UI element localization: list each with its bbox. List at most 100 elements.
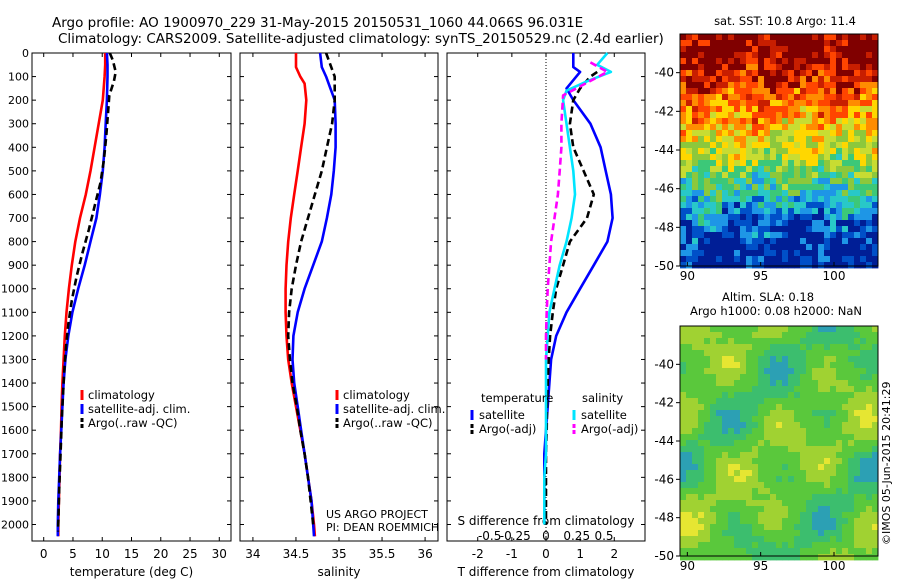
map-cell — [854, 434, 861, 441]
map-cell — [806, 232, 813, 239]
map-cell — [818, 226, 825, 233]
map-cell — [782, 172, 789, 179]
map-cell — [704, 100, 711, 107]
map-cell — [824, 398, 831, 405]
map-cell — [872, 136, 879, 143]
map-cell — [824, 446, 831, 453]
map-cell — [848, 344, 855, 351]
map-cell — [848, 440, 855, 447]
map-cell — [794, 470, 801, 477]
map-cell — [836, 362, 843, 369]
map-cell — [830, 452, 837, 459]
map-cell — [824, 52, 831, 59]
map-cell — [782, 386, 789, 393]
x-axis-label: temperature (deg C) — [70, 565, 193, 579]
map-cell — [686, 512, 693, 519]
map-cell — [752, 52, 759, 59]
map-cell — [854, 452, 861, 459]
map-cell — [752, 554, 759, 561]
map-cell — [782, 494, 789, 501]
map-cell — [794, 148, 801, 155]
map-cell — [818, 202, 825, 209]
map-cell — [860, 470, 867, 477]
map-cell — [698, 226, 705, 233]
map-cell — [734, 524, 741, 531]
map-cell — [710, 172, 717, 179]
map-cell — [866, 368, 873, 375]
map-cell — [764, 338, 771, 345]
map-cell — [794, 422, 801, 429]
map-cell — [872, 88, 879, 95]
map-cell — [746, 446, 753, 453]
map-cell — [800, 464, 807, 471]
map-cell — [806, 262, 813, 269]
map-cell — [800, 262, 807, 269]
y-tick-label: -50 — [654, 549, 674, 563]
map-cell — [860, 530, 867, 537]
map-cell — [716, 40, 723, 47]
map-cell — [722, 220, 729, 227]
map-cell — [728, 184, 735, 191]
map-cell — [776, 398, 783, 405]
map-cell — [782, 416, 789, 423]
map-cell — [842, 256, 849, 263]
map-cell — [860, 518, 867, 525]
map-cell — [740, 202, 747, 209]
map-cell — [746, 64, 753, 71]
map-cell — [710, 350, 717, 357]
map-cell — [716, 136, 723, 143]
map-cell — [806, 226, 813, 233]
map-cell — [830, 518, 837, 525]
map-cell — [704, 488, 711, 495]
map-cell — [704, 458, 711, 465]
map-cell — [776, 178, 783, 185]
map-cell — [734, 184, 741, 191]
map-cell — [692, 362, 699, 369]
map-cell — [764, 52, 771, 59]
map-cell — [740, 404, 747, 411]
map-cell — [800, 476, 807, 483]
map-cell — [758, 130, 765, 137]
map-cell — [770, 488, 777, 495]
map-cell — [716, 434, 723, 441]
map-cell — [728, 380, 735, 387]
map-cell — [836, 226, 843, 233]
map-cell — [758, 244, 765, 251]
map-cell — [842, 34, 849, 41]
map-cell — [722, 232, 729, 239]
map-cell — [794, 380, 801, 387]
map-cell — [770, 416, 777, 423]
map-cell — [818, 244, 825, 251]
map-cell — [740, 428, 747, 435]
map-cell — [758, 64, 765, 71]
map-cell — [782, 226, 789, 233]
map-cell — [764, 440, 771, 447]
map-cell — [854, 548, 861, 555]
map-cell — [830, 232, 837, 239]
map-cell — [872, 148, 879, 155]
map-cell — [836, 386, 843, 393]
map-cell — [692, 482, 699, 489]
map-cell — [734, 440, 741, 447]
map-cell — [758, 118, 765, 125]
map-cell — [704, 172, 711, 179]
map-cell — [686, 344, 693, 351]
map-cell — [710, 34, 717, 41]
map-cell — [758, 416, 765, 423]
map-cell — [734, 488, 741, 495]
map-cell — [782, 350, 789, 357]
map-cell — [782, 178, 789, 185]
map-cell — [686, 542, 693, 549]
map-cell — [872, 452, 879, 459]
map-cell — [746, 434, 753, 441]
map-cell — [686, 362, 693, 369]
map-cell — [830, 464, 837, 471]
map-cell — [776, 232, 783, 239]
map-cell — [830, 244, 837, 251]
map-cell — [848, 64, 855, 71]
map-cell — [848, 100, 855, 107]
map-cell — [680, 362, 687, 369]
map-cell — [866, 416, 873, 423]
map-cell — [848, 554, 855, 561]
map-cell — [704, 238, 711, 245]
